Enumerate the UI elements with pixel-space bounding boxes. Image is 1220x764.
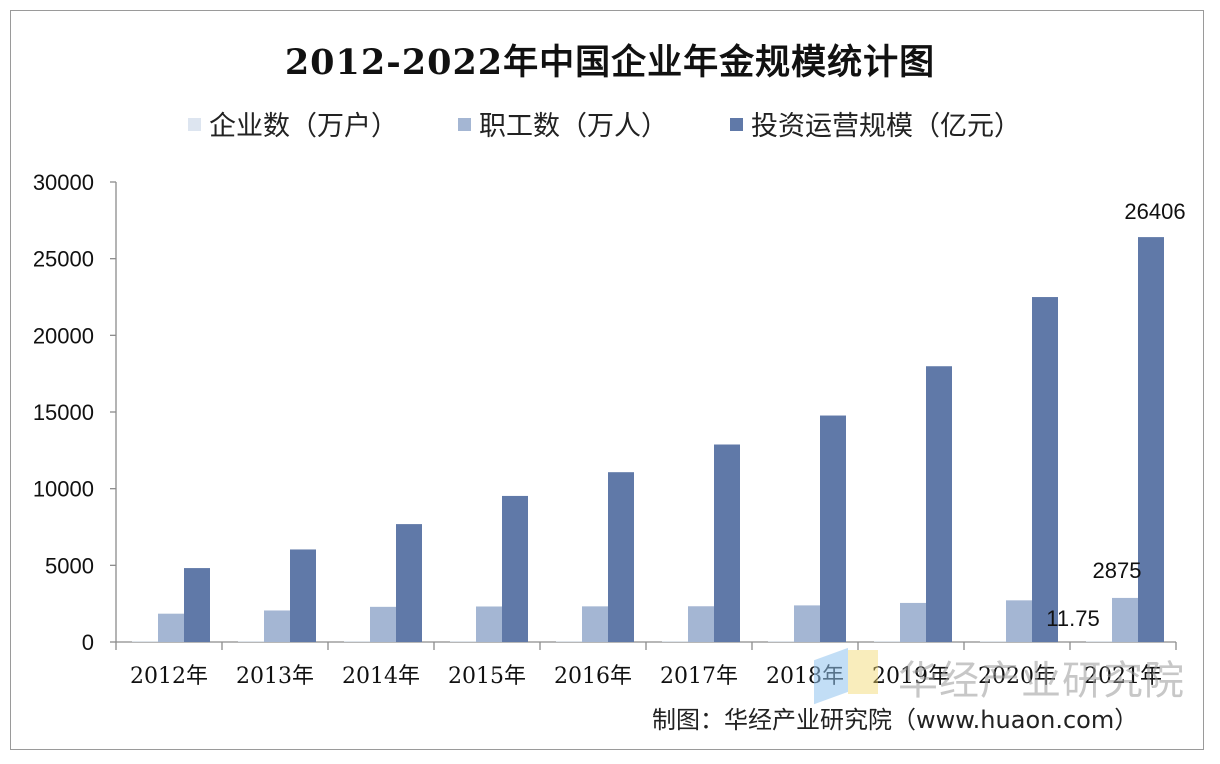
bar-enterprises-8 bbox=[980, 641, 1006, 642]
legend-label-0: 企业数（万户） bbox=[209, 111, 398, 142]
legend-label-1: 职工数（万人） bbox=[479, 111, 668, 142]
x-tick-label: 2015年 bbox=[448, 664, 526, 689]
y-tick-label: 10000 bbox=[33, 477, 94, 502]
bar-investment-6 bbox=[820, 415, 846, 642]
y-tick-label: 0 bbox=[82, 630, 94, 655]
bar-enterprises-7 bbox=[874, 641, 900, 642]
x-tick-label: 2013年 bbox=[236, 664, 314, 689]
x-tick-label: 2016年 bbox=[554, 664, 632, 689]
bar-enterprises-6 bbox=[768, 641, 794, 642]
legend-swatch-0 bbox=[188, 118, 201, 131]
x-tick-label: 2020年 bbox=[978, 664, 1056, 689]
y-tick-label: 5000 bbox=[45, 553, 94, 578]
legend-swatch-2 bbox=[730, 118, 743, 131]
bar-investment-7 bbox=[926, 366, 952, 642]
bar-investment-8 bbox=[1032, 297, 1058, 642]
bar-employees-3 bbox=[476, 606, 502, 642]
y-tick-label: 25000 bbox=[33, 247, 94, 272]
y-tick-label: 20000 bbox=[33, 323, 94, 348]
source-credit: 制图：华经产业研究院（www.huaon.com） bbox=[652, 706, 1139, 734]
bar-employees-6 bbox=[794, 605, 820, 642]
y-tick-label: 15000 bbox=[33, 400, 94, 425]
bar-investment-2 bbox=[396, 524, 422, 642]
bar-investment-3 bbox=[502, 495, 528, 642]
legend-swatch-1 bbox=[458, 118, 471, 131]
y-tick-label: 30000 bbox=[33, 170, 94, 195]
bar-employees-1 bbox=[264, 610, 290, 642]
bar-investment-1 bbox=[290, 549, 316, 642]
bar-enterprises-3 bbox=[450, 641, 476, 642]
bar-employees-7 bbox=[900, 602, 926, 642]
data-label-series-0: 11.75 bbox=[1046, 606, 1099, 631]
bar-investment-0 bbox=[184, 568, 210, 642]
x-tick-label: 2019年 bbox=[872, 664, 950, 689]
bar-investment-4 bbox=[608, 472, 634, 642]
bar-employees-8 bbox=[1006, 600, 1032, 642]
bar-employees-5 bbox=[688, 606, 714, 642]
bar-employees-2 bbox=[370, 606, 396, 642]
x-tick-label: 2012年 bbox=[130, 664, 208, 689]
bar-employees-9 bbox=[1112, 597, 1138, 642]
chart-title: 2012-2022年中国企业年金规模统计图 bbox=[284, 42, 936, 83]
bar-enterprises-9 bbox=[1086, 641, 1112, 642]
bar-enterprises-2 bbox=[344, 641, 370, 642]
x-tick-label: 2018年 bbox=[766, 664, 844, 689]
bar-investment-9 bbox=[1138, 237, 1164, 642]
x-tick-label: 2014年 bbox=[342, 664, 420, 689]
data-label-series-2: 26406 bbox=[1124, 199, 1185, 224]
bar-enterprises-0 bbox=[132, 641, 158, 642]
bar-enterprises-4 bbox=[556, 641, 582, 642]
bar-enterprises-5 bbox=[662, 641, 688, 642]
bar-enterprises-1 bbox=[238, 641, 264, 642]
data-label-series-1: 2875 bbox=[1093, 558, 1142, 583]
x-tick-label: 2021年 bbox=[1084, 664, 1162, 689]
bar-employees-0 bbox=[158, 613, 184, 642]
x-tick-label: 2017年 bbox=[660, 664, 738, 689]
bar-employees-4 bbox=[582, 606, 608, 642]
legend-label-2: 投资运营规模（亿元） bbox=[751, 111, 1021, 142]
bar-investment-5 bbox=[714, 444, 740, 642]
